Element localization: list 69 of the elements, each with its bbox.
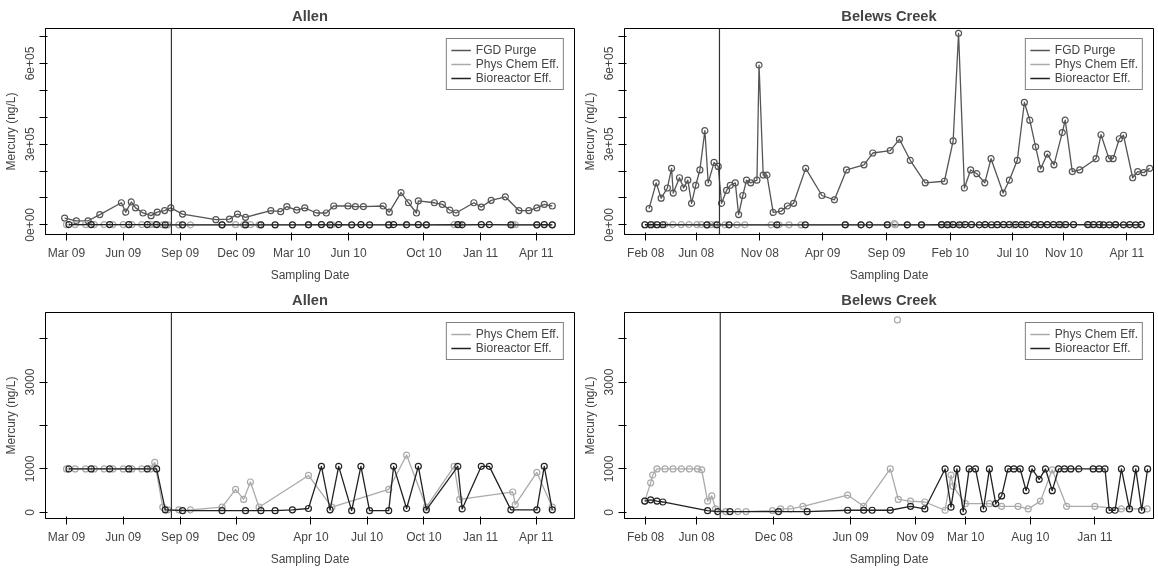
y-axis-title: Mercury (ng/L)	[3, 92, 18, 171]
x-tick-label: Jan 11	[463, 245, 499, 260]
x-tick-label: Feb 08	[627, 245, 665, 260]
legend-label: Bioreactor Eff.	[1054, 341, 1131, 355]
x-tick-label: Sep 09	[161, 245, 200, 260]
chart-title: Allen	[292, 291, 328, 308]
x-tick-label: Jun 10	[330, 245, 367, 260]
legend-label: Bioreactor Eff.	[475, 341, 552, 355]
x-tick-label: Jun 08	[678, 245, 715, 260]
x-tick-label: Dec 09	[217, 245, 256, 260]
x-tick-label: Jun 09	[105, 529, 142, 544]
x-tick-label: Apr 11	[519, 245, 554, 260]
y-tick-label: 0	[23, 508, 38, 516]
y-tick-label: 3e+05	[602, 126, 617, 161]
x-axis-title: Sampling Date	[849, 551, 929, 566]
x-tick-label: Apr 10	[293, 529, 329, 544]
chart-title: Allen	[292, 7, 328, 24]
x-tick-label: Nov 08	[740, 245, 780, 260]
x-tick-label: Feb 08	[626, 529, 665, 544]
x-tick-label: Jul 10	[996, 245, 1030, 260]
y-tick-label: 0e+00	[23, 207, 38, 242]
x-tick-label: Jun 09	[105, 245, 142, 260]
legend-label: Bioreactor Eff.	[1054, 71, 1131, 85]
y-axis-title: Mercury (ng/L)	[3, 376, 18, 455]
legend-label: Bioreactor Eff.	[475, 71, 552, 85]
x-tick-label: Oct 10	[406, 245, 442, 260]
y-tick-label: 1000	[602, 455, 617, 483]
x-tick-label: Sep 09	[867, 245, 906, 260]
legend-label: FGD Purge	[475, 43, 537, 57]
x-tick-label: Apr 11	[1109, 245, 1145, 260]
y-tick-label: 1000	[23, 455, 38, 483]
y-tick-label: 3e+05	[23, 126, 38, 161]
legend-label: Phys Chem Eff.	[475, 327, 559, 341]
x-tick-label: Jun 09	[832, 529, 869, 544]
x-tick-label: Mar 09	[47, 529, 86, 544]
x-tick-label: Apr 11	[519, 529, 554, 544]
x-tick-label: Mar 10	[947, 529, 985, 544]
y-tick-label: 0	[602, 508, 617, 516]
x-tick-label: Jun 08	[678, 529, 715, 544]
x-tick-label: Mar 10	[273, 245, 311, 260]
y-axis-title: Mercury (ng/L)	[582, 376, 597, 455]
x-tick-label: Jul 10	[351, 529, 384, 544]
x-tick-label: Sep 09	[161, 529, 200, 544]
x-tick-label: Mar 09	[47, 245, 86, 260]
y-tick-label: 3000	[602, 368, 617, 396]
x-tick-label: Nov 10	[1044, 245, 1084, 260]
y-tick-label: 6e+05	[23, 46, 38, 81]
x-tick-label: Jan 11	[463, 529, 499, 544]
legend-label: Phys Chem Eff.	[1054, 327, 1138, 341]
x-axis-title: Sampling Date	[270, 267, 350, 282]
y-tick-label: 3000	[23, 368, 38, 396]
chart-title: Belews Creek	[841, 7, 938, 24]
legend-label: Phys Chem Eff.	[1054, 57, 1138, 71]
x-axis-title: Sampling Date	[849, 267, 929, 282]
y-tick-label: 6e+05	[602, 46, 617, 81]
x-tick-label: Aug 10	[1011, 529, 1050, 544]
x-tick-label: Dec 09	[217, 529, 256, 544]
x-tick-label: Dec 08	[754, 529, 794, 544]
x-tick-label: Jan 11	[1077, 529, 1113, 544]
x-tick-label: Nov 09	[896, 529, 935, 544]
y-tick-label: 0e+00	[602, 207, 617, 242]
chart-title: Belews Creek	[841, 291, 938, 308]
x-tick-label: Apr 09	[805, 245, 841, 260]
legend-label: Phys Chem Eff.	[475, 57, 559, 71]
x-axis-title: Sampling Date	[270, 551, 350, 566]
legend-label: FGD Purge	[1054, 43, 1116, 57]
y-axis-title: Mercury (ng/L)	[582, 92, 597, 171]
x-tick-label: Oct 10	[406, 529, 442, 544]
x-tick-label: Feb 10	[931, 245, 970, 260]
